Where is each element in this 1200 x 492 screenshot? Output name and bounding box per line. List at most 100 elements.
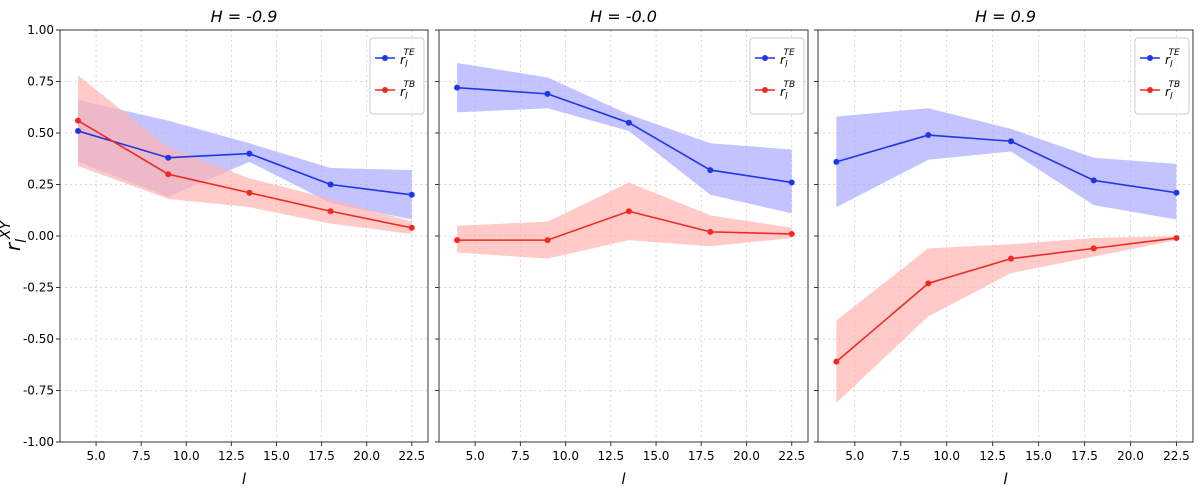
legend-swatch-marker-tb bbox=[382, 87, 388, 93]
data-point-tb bbox=[788, 230, 795, 237]
x-tick-label: 12.5 bbox=[979, 449, 1006, 463]
data-point-te bbox=[246, 150, 253, 157]
legend-entry-base: r bbox=[1165, 53, 1171, 67]
x-tick-label: 10.0 bbox=[173, 449, 200, 463]
data-point-tb bbox=[707, 228, 714, 235]
legend-entry-tb: rl TB bbox=[780, 80, 795, 102]
legend-entry-sub: l bbox=[785, 60, 788, 70]
data-point-te bbox=[1173, 189, 1180, 196]
data-point-tb bbox=[1008, 255, 1015, 262]
panel-title: H = -0.9 bbox=[211, 7, 278, 26]
panel-2: 5.0 7.5 10.0 12.5 15.0 17.5 20.0 22.5H = -0.0lr… bbox=[435, 7, 809, 488]
legend-entry-sub: l bbox=[785, 92, 788, 102]
x-tick-label: 10.0 bbox=[933, 449, 960, 463]
x-tick-label: 17.5 bbox=[688, 449, 715, 463]
panel-title: H = 0.9 bbox=[975, 7, 1036, 26]
confidence-band-te bbox=[836, 108, 1177, 220]
legend-box bbox=[1134, 37, 1190, 115]
data-point-tb bbox=[1090, 245, 1097, 252]
x-tick-label: 15.0 bbox=[1025, 449, 1052, 463]
legend-entry-sup: TE bbox=[403, 48, 414, 58]
legend-entry-te: rl TE bbox=[400, 48, 415, 70]
data-point-tb bbox=[833, 358, 840, 365]
legend-entry-base: r bbox=[1165, 85, 1171, 99]
data-point-tb bbox=[408, 224, 415, 231]
x-axis-label: l bbox=[1003, 470, 1008, 488]
data-point-te bbox=[925, 132, 932, 139]
data-point-tb bbox=[327, 208, 334, 215]
x-tick-label: 17.5 bbox=[1071, 449, 1098, 463]
legend-entry-sup: TE bbox=[783, 48, 794, 58]
x-tick-label: 20.0 bbox=[733, 449, 760, 463]
legend-entry-sub: l bbox=[1170, 60, 1173, 70]
legend-entry-te: rl TE bbox=[1165, 48, 1180, 70]
legend-entry-base: r bbox=[400, 53, 406, 67]
x-tick-label: 12.5 bbox=[597, 449, 624, 463]
legend-entry-base: r bbox=[780, 53, 786, 67]
confidence-band-tb bbox=[78, 75, 412, 234]
x-tick-label: 5.0 bbox=[466, 449, 485, 463]
legend-swatch-marker-te bbox=[1147, 55, 1153, 61]
data-point-te bbox=[1090, 177, 1097, 184]
data-point-te bbox=[833, 158, 840, 165]
x-tick-label: 7.5 bbox=[132, 449, 151, 463]
data-point-tb bbox=[246, 189, 253, 196]
legend-swatch-marker-tb bbox=[1147, 87, 1153, 93]
legend-entry-base: r bbox=[780, 85, 786, 99]
y-tick-label: 0.75 bbox=[27, 75, 54, 89]
legend-entry-te: rl TE bbox=[780, 48, 795, 70]
x-tick-label: 7.5 bbox=[891, 449, 910, 463]
x-tick-label: 22.5 bbox=[778, 449, 805, 463]
legend-box bbox=[749, 37, 805, 115]
data-point-te bbox=[1008, 138, 1015, 145]
legend-entry-tb: rl TB bbox=[1165, 80, 1180, 102]
data-point-tb bbox=[1173, 235, 1180, 242]
legend-swatch-marker-te bbox=[382, 55, 388, 61]
x-tick-label: 17.5 bbox=[308, 449, 335, 463]
data-point-te bbox=[625, 119, 632, 126]
x-tick-label: 15.0 bbox=[643, 449, 670, 463]
data-point-tb bbox=[454, 237, 461, 244]
x-tick-label: 20.0 bbox=[353, 449, 380, 463]
x-tick-label: 22.5 bbox=[1163, 449, 1190, 463]
legend-entry-base: r bbox=[400, 85, 406, 99]
x-tick-label: 5.0 bbox=[845, 449, 864, 463]
y-axis-label-sup: XY bbox=[0, 219, 14, 240]
data-point-te bbox=[788, 179, 795, 186]
data-point-tb bbox=[925, 280, 932, 287]
y-tick-label: 0.50 bbox=[27, 126, 54, 140]
legend-swatch-marker-te bbox=[762, 55, 768, 61]
data-point-te bbox=[327, 181, 334, 188]
x-tick-label: 22.5 bbox=[398, 449, 425, 463]
y-tick-label: 0.00 bbox=[27, 229, 54, 243]
data-point-te bbox=[165, 154, 172, 161]
panel-3: 5.0 7.5 10.0 12.5 15.0 17.5 20.0 22.5H = 0.9lrl… bbox=[814, 7, 1194, 488]
x-axis-label: l bbox=[621, 470, 626, 488]
data-point-tb bbox=[165, 171, 172, 178]
y-axis-label-sub: l bbox=[14, 239, 30, 243]
x-tick-label: 15.0 bbox=[263, 449, 290, 463]
x-tick-label: 5.0 bbox=[87, 449, 106, 463]
y-tick-label: -0.25 bbox=[23, 281, 54, 295]
data-point-te bbox=[544, 90, 551, 97]
data-point-te bbox=[454, 84, 461, 91]
y-axis-label: rlXY bbox=[0, 219, 30, 251]
y-tick-label: -1.00 bbox=[23, 435, 54, 449]
data-point-te bbox=[75, 127, 82, 134]
data-point-te bbox=[707, 167, 714, 174]
legend-entry-sup: TB bbox=[783, 80, 795, 90]
x-tick-label: 10.0 bbox=[552, 449, 579, 463]
x-tick-label: 12.5 bbox=[218, 449, 245, 463]
legend-entry-sup: TB bbox=[1168, 80, 1180, 90]
confidence-band-tb bbox=[836, 236, 1177, 403]
y-tick-label: -0.75 bbox=[23, 384, 54, 398]
data-point-tb bbox=[75, 117, 82, 124]
legend-swatch-marker-tb bbox=[762, 87, 768, 93]
legend-entry-sup: TE bbox=[1168, 48, 1179, 58]
legend-entry-sub: l bbox=[1170, 92, 1173, 102]
legend-entry-sup: TB bbox=[403, 80, 415, 90]
x-tick-label: 20.0 bbox=[1117, 449, 1144, 463]
